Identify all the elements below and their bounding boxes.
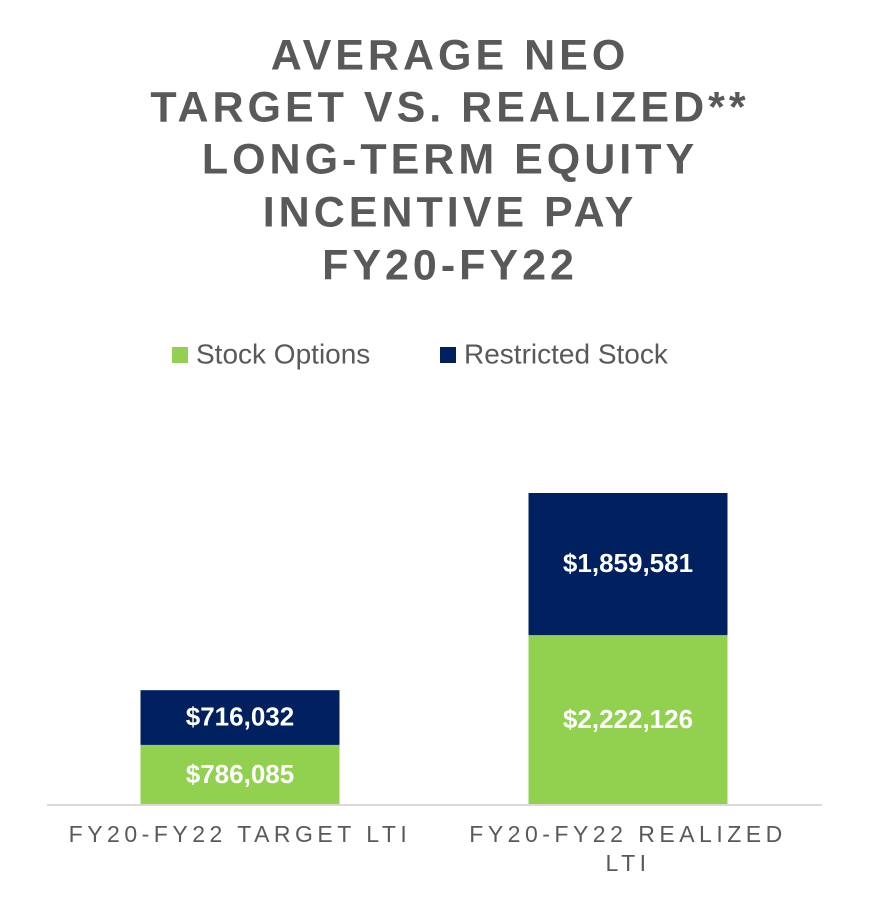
bar-segment — [140, 690, 340, 745]
bar-segment — [140, 744, 340, 805]
legend-swatch — [440, 347, 456, 363]
bar-segment — [528, 635, 728, 805]
bar-segment — [528, 493, 728, 636]
chart-title: INCENTIVE PAY — [263, 188, 638, 236]
legend-label: Restricted Stock — [464, 338, 669, 369]
chart-title: TARGET VS. REALIZED** — [150, 83, 749, 131]
data-label: $786,085 — [186, 759, 294, 789]
data-label: $716,032 — [186, 701, 294, 731]
chart-title: LONG-TERM EQUITY — [202, 135, 698, 183]
x-tick-label: FY20-FY22 TARGET LTI — [68, 821, 412, 847]
chart-title: FY20-FY22 — [322, 241, 578, 289]
data-label: $2,222,126 — [563, 704, 693, 734]
data-label: $1,859,581 — [563, 548, 693, 578]
legend-swatch — [172, 347, 188, 363]
legend-label: Stock Options — [196, 338, 370, 369]
chart-title: AVERAGE NEO — [271, 31, 630, 79]
x-tick-label: FY20-FY22 REALIZED LTI — [469, 821, 787, 876]
